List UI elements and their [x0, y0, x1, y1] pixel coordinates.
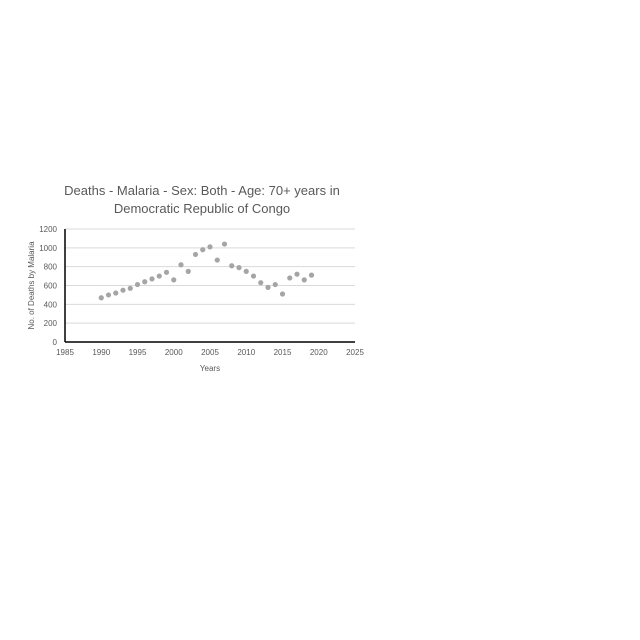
data-points: [98, 241, 315, 301]
axes: [64, 229, 355, 343]
data-point: [178, 262, 184, 268]
y-tick-label: 1000: [39, 244, 57, 253]
x-tick-label: 2000: [165, 348, 183, 357]
data-point: [272, 281, 278, 288]
y-tick-label: 200: [44, 319, 58, 328]
chart-title: Deaths - Malaria - Sex: Both - Age: 70+ …: [32, 182, 372, 218]
data-point: [192, 251, 199, 258]
data-point: [134, 281, 141, 288]
data-point: [98, 295, 104, 301]
x-tick-label: 1995: [129, 348, 147, 357]
gridlines: [65, 228, 355, 324]
data-point: [229, 263, 235, 269]
data-point: [163, 269, 170, 275]
data-point: [294, 271, 300, 277]
data-point: [287, 275, 293, 281]
x-tick-label: 2020: [310, 348, 328, 357]
x-tick-label: 2025: [346, 348, 364, 357]
chart-title-line-1: Deaths - Malaria - Sex: Both - Age: 70+ …: [64, 183, 340, 198]
data-point: [127, 285, 133, 291]
y-tick-label: 1200: [39, 225, 57, 234]
y-tick-label: 800: [44, 263, 58, 272]
data-point: [236, 265, 242, 271]
x-axis-title: Years: [200, 364, 220, 373]
x-tick-label: 2015: [274, 348, 292, 357]
data-point: [171, 277, 177, 283]
data-point: [308, 272, 315, 278]
data-point: [149, 276, 155, 282]
y-tick-label: 600: [44, 282, 58, 291]
data-point: [156, 273, 162, 279]
x-tick-label: 1990: [92, 348, 110, 357]
y-axis-title: No. of Deaths by Malaria: [27, 241, 36, 330]
data-point: [265, 284, 271, 290]
data-point: [243, 268, 249, 274]
x-tick-label: 1985: [56, 348, 74, 357]
data-point: [221, 241, 228, 247]
data-point: [279, 291, 286, 297]
y-tick-label: 400: [44, 300, 58, 309]
data-point: [258, 280, 264, 286]
data-point: [120, 287, 126, 293]
y-tick-label: 0: [53, 338, 58, 347]
chart-title-line-2: Democratic Republic of Congo: [113, 201, 291, 216]
data-point: [214, 257, 220, 263]
data-point: [200, 247, 206, 253]
data-point: [185, 268, 191, 274]
data-point: [113, 290, 119, 296]
x-tick-label: 2010: [237, 348, 255, 357]
data-point: [301, 277, 307, 283]
data-point: [105, 292, 112, 298]
data-point: [207, 244, 213, 250]
data-point: [250, 273, 257, 279]
x-tick-label: 2005: [201, 348, 219, 357]
tick-labels: 0 200 400 600 800 1000 1200 1985 1990 1995 2000 200…: [39, 225, 364, 357]
data-point: [142, 279, 148, 285]
